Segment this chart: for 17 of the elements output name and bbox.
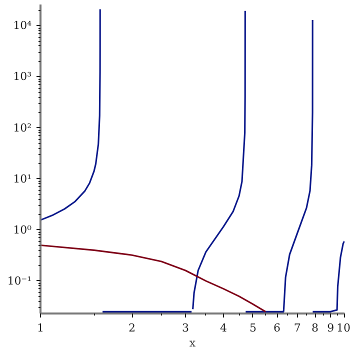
y-tick-label: 10⁰ <box>13 223 32 236</box>
y-tick-label: 10¹ <box>13 172 32 186</box>
x-tick-label: 1 <box>37 322 44 334</box>
x-tick-label: 5 <box>249 322 256 334</box>
y-tick-label: 10² <box>13 121 32 134</box>
x-tick-label: 4 <box>220 322 228 334</box>
x-tick-label: 7 <box>294 322 301 334</box>
x-tick-label: 9 <box>327 322 334 334</box>
x-tick-label: 2 <box>128 322 136 334</box>
x-tick-label: 8 <box>312 322 319 334</box>
x-axis-title: x <box>189 336 196 350</box>
x-tick-label: 10 <box>336 322 351 334</box>
x-tick-label: 3 <box>182 322 190 334</box>
x-tick-label: 6 <box>274 322 281 334</box>
y-tick-label: 10⁴ <box>13 19 32 32</box>
y-tick-label: 10⁻¹ <box>7 274 32 288</box>
y-tick-label: 10³ <box>13 70 32 84</box>
